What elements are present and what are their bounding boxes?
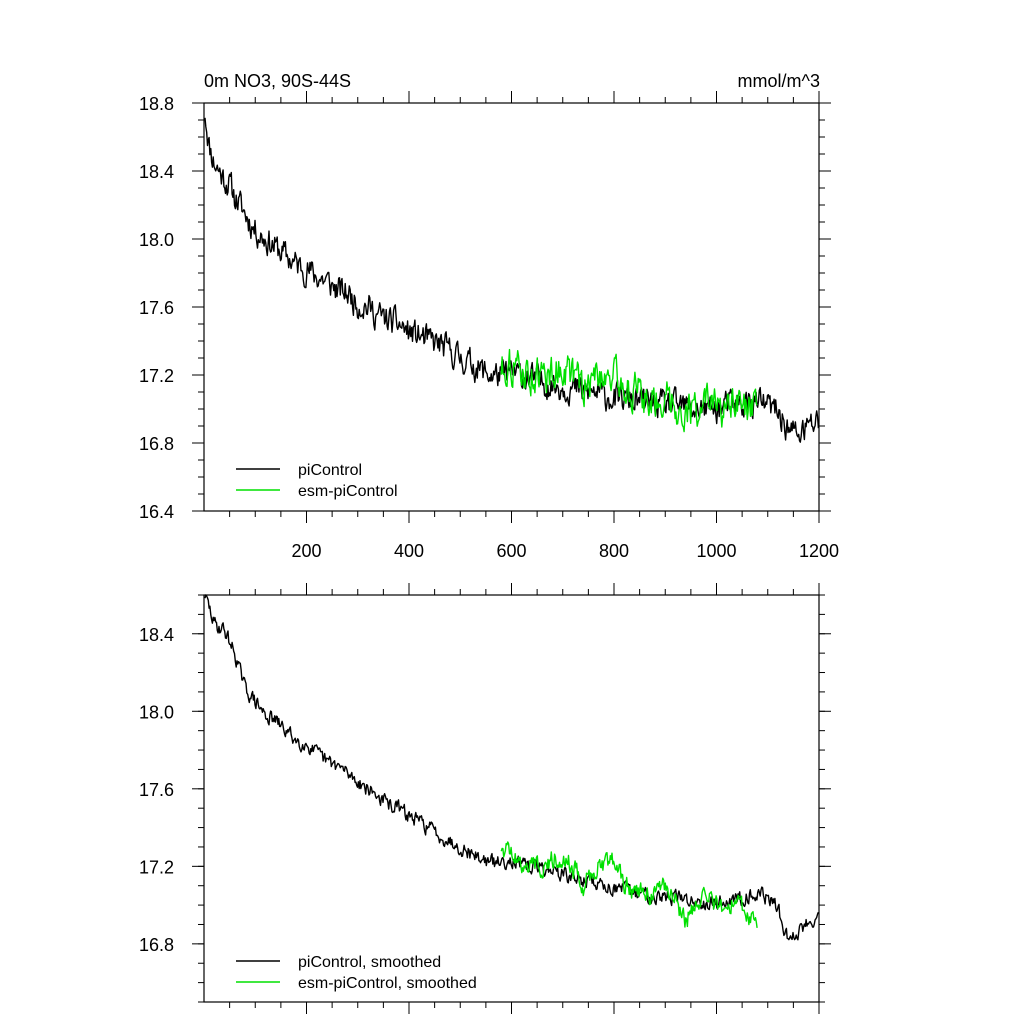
top-panel: 0m NO3, 90S-44S mmol/m^3 200 400 600 800 100… (139, 71, 839, 561)
bottom-plot-frame (203, 594, 820, 1003)
top-panel-units: mmol/m^3 (738, 71, 820, 91)
top-x-tick-label: 1000 (696, 541, 736, 561)
top-x-tick-label: 600 (496, 541, 526, 561)
top-panel-title: 0m NO3, 90S-44S (204, 71, 351, 91)
top-y-tick-label: 18.8 (139, 94, 174, 114)
top-x-tick-label: 200 (291, 541, 321, 561)
top-plot-frame (203, 102, 820, 512)
top-legend-picontrol-label: piControl (298, 462, 362, 479)
bottom-y-tick-label: 16.8 (139, 935, 174, 955)
top-series-group (204, 117, 820, 443)
bottom-y-tick-label: 17.2 (139, 857, 174, 877)
top-x-tick-label: 1200 (799, 541, 839, 561)
top-series-picontrol-line (204, 117, 820, 443)
bottom-series-group (204, 594, 820, 941)
top-y-tick-label: 16.4 (139, 502, 174, 522)
bottom-axis-ticks: 16.8 17.2 17.6 18.0 18.4 (139, 583, 831, 1014)
top-legend: piControl esm-piControl (236, 462, 398, 500)
top-y-tick-label: 17.6 (139, 298, 174, 318)
bottom-y-tick-label: 18.0 (139, 702, 174, 722)
bottom-series-esm-picontrol-line (500, 841, 758, 928)
top-axis-ticks: 200 400 600 800 1000 1200 16.4 16.8 17.2 17.6 18.0… (139, 91, 839, 561)
bottom-y-tick-label: 18.4 (139, 625, 174, 645)
top-y-tick-label: 17.2 (139, 366, 174, 386)
top-x-tick-label: 400 (394, 541, 424, 561)
top-y-tick-label: 18.4 (139, 162, 174, 182)
top-x-tick-label: 800 (599, 541, 629, 561)
bottom-legend-esm-label: esm-piControl, smoothed (298, 975, 477, 992)
bottom-series-picontrol-line (204, 594, 820, 941)
top-series-esm-picontrol-line (500, 348, 758, 433)
top-legend-esm-label: esm-piControl (298, 483, 398, 500)
bottom-y-tick-label: 17.6 (139, 780, 174, 800)
bottom-panel: 16.8 17.2 17.6 18.0 18.4 piControl, smoothed… (139, 583, 831, 1014)
top-y-tick-label: 18.0 (139, 230, 174, 250)
top-y-tick-label: 16.8 (139, 434, 174, 454)
bottom-legend-picontrol-label: piControl, smoothed (298, 954, 441, 971)
bottom-legend: piControl, smoothed esm-piControl, smoot… (236, 954, 477, 992)
